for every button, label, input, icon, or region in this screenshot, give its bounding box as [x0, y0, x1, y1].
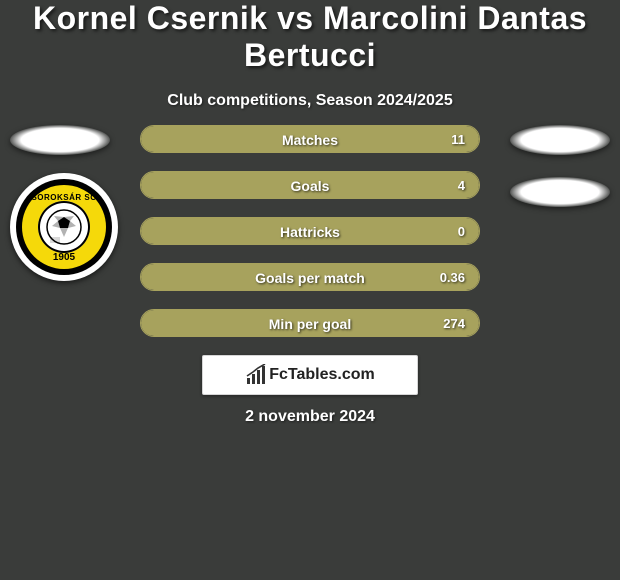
- stat-row: Goals 4: [140, 171, 480, 199]
- stat-label: Goals: [141, 172, 479, 198]
- page-title: Kornel Csernik vs Marcolini Dantas Bertu…: [0, 0, 620, 74]
- page-subtitle: Club competitions, Season 2024/2025: [0, 92, 620, 110]
- club-logo-left: SOROKSÁR SC 1905: [10, 173, 118, 281]
- club-logo-right-placeholder: [510, 177, 610, 207]
- club-logo-center: [38, 201, 90, 253]
- stat-label: Hattricks: [141, 218, 479, 244]
- stat-label: Matches: [141, 126, 479, 152]
- stat-value: 11: [451, 126, 465, 152]
- stat-value: 274: [443, 310, 465, 336]
- player-right-column: [510, 125, 610, 225]
- club-logo-band: SOROKSÁR SC 1905: [22, 185, 106, 269]
- stat-label: Min per goal: [141, 310, 479, 336]
- chart-icon: [245, 364, 267, 386]
- soccer-ball-icon: [46, 209, 82, 245]
- stat-label: Goals per match: [141, 264, 479, 290]
- stat-value: 4: [458, 172, 465, 198]
- brand-link[interactable]: FcTables.com: [202, 355, 418, 395]
- brand-text: FcTables.com: [269, 366, 375, 384]
- stat-row: Min per goal 274: [140, 309, 480, 337]
- stat-row: Matches 11: [140, 125, 480, 153]
- footer-date: 2 november 2024: [0, 408, 620, 426]
- stat-row: Hattricks 0: [140, 217, 480, 245]
- player-left-column: SOROKSÁR SC 1905: [10, 125, 110, 281]
- stat-row: Goals per match 0.36: [140, 263, 480, 291]
- stat-value: 0: [458, 218, 465, 244]
- stat-value: 0.36: [440, 264, 465, 290]
- stats-list: Matches 11 Goals 4 Hattricks 0 Goals per…: [140, 125, 480, 355]
- comparison-container: Kornel Csernik vs Marcolini Dantas Bertu…: [0, 0, 620, 580]
- player-right-avatar: [510, 125, 610, 155]
- club-year-text: 1905: [53, 252, 75, 263]
- player-left-avatar: [10, 125, 110, 155]
